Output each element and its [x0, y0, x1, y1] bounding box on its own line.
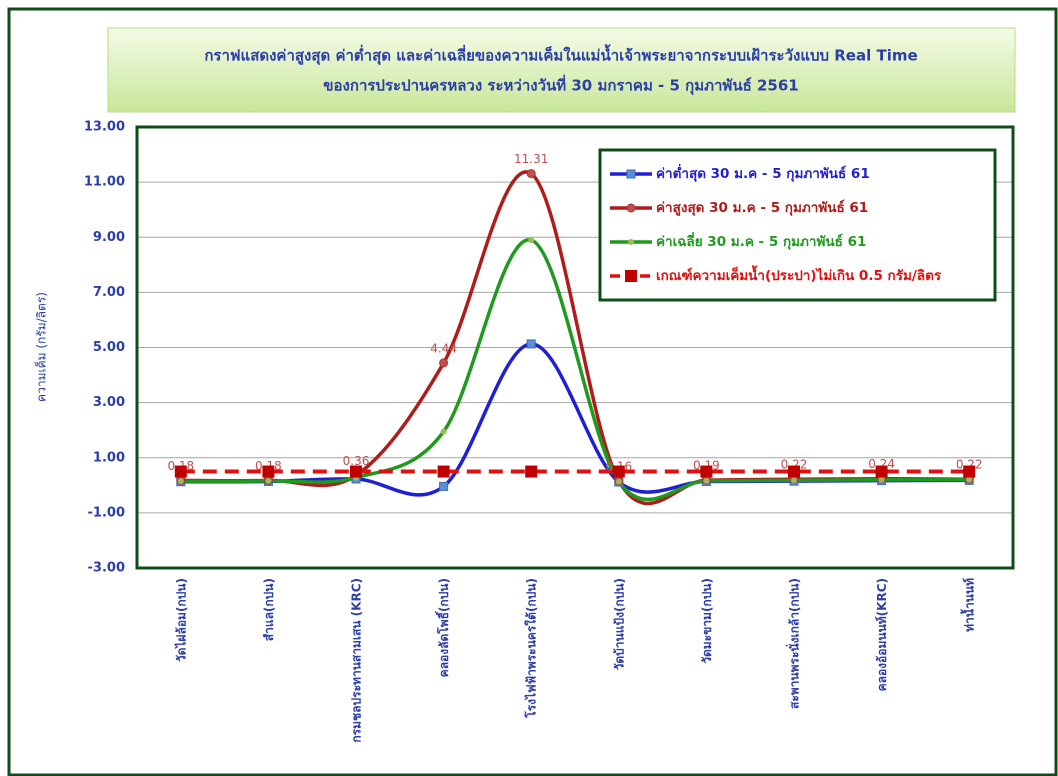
marker [265, 477, 272, 484]
marker [350, 465, 362, 478]
data-label: 11.31 [514, 152, 548, 166]
legend-label: ค่าสูงสุด 30 ม.ค - 5 กุมภาพันธ์ 61 [656, 199, 868, 216]
x-tick-label: สำแล(กปน) [262, 578, 276, 641]
marker [615, 478, 622, 485]
data-label: 0.22 [956, 458, 983, 472]
x-tick-label: สะพานพระนั่งเกล้า(กปน) [786, 578, 802, 709]
x-tick-label: วัดมะขาม(กปน) [700, 578, 714, 664]
y-tick-label: 3.00 [93, 395, 125, 410]
marker [437, 465, 450, 478]
marker [875, 465, 888, 478]
marker [626, 169, 636, 179]
data-label: 0.22 [781, 458, 808, 472]
y-axis-title: ความเค็ม (กรัม/ลิตร) [34, 292, 49, 402]
y-tick-label: 7.00 [93, 285, 125, 300]
marker [966, 476, 973, 483]
x-tick-label: คลองอ้อมนนท์(KRC) [875, 578, 889, 691]
plot-border [135, 125, 1015, 570]
marker [700, 465, 713, 478]
marker [526, 169, 536, 179]
marker [174, 465, 187, 478]
legend-label: ค่าเฉลี่ย 30 ม.ค - 5 กุมภาพันธ์ 61 [656, 231, 866, 250]
marker [791, 477, 797, 484]
marker [177, 478, 184, 485]
marker [626, 203, 636, 213]
legend-box [598, 148, 997, 302]
legend-label: เกณฑ์ความเค็มน้ำ(ประปา)ไม่เกิน 0.5 กรัม/… [656, 265, 942, 284]
marker [963, 465, 976, 478]
x-tick-label: โรงไฟฟ้าพระนครใต้(กปน) [524, 578, 539, 719]
x-tick-label: คลองลัดโพธิ์(กปน) [435, 578, 451, 677]
marker [526, 339, 536, 349]
marker [525, 465, 538, 478]
y-tick-label: 11.00 [84, 175, 125, 190]
x-tick-label: กรมชลประทานสามเสน (KRC) [350, 578, 364, 743]
data-label: 4.44 [430, 341, 457, 355]
y-tick-label: 5.00 [93, 340, 125, 355]
marker [612, 465, 625, 478]
marker [440, 428, 447, 435]
x-tick-label: วัดบ้านแป้ง(กปน) [612, 578, 626, 670]
y-tick-label: -1.00 [88, 505, 125, 520]
data-label: 0.36 [343, 454, 370, 468]
chart-subtitle: ของการประปานครหลวง ระหว่างวันที่ 30 มกรา… [323, 75, 798, 96]
marker [439, 358, 449, 368]
marker [625, 270, 637, 282]
marker [528, 237, 535, 244]
legend-label: ค่าต่ำสุด 30 ม.ค - 5 กุมภาพันธ์ 61 [656, 163, 870, 182]
chart-title: กราฟแสดงค่าสูงสุด ค่าต่ำสุด และค่าเฉลี่ย… [204, 44, 917, 66]
y-tick-label: 1.00 [93, 450, 125, 465]
y-tick-label: 13.00 [84, 120, 125, 135]
marker [703, 477, 710, 484]
frame [7, 7, 1058, 776]
marker [878, 476, 885, 483]
marker [439, 481, 449, 491]
series-line [180, 238, 970, 502]
marker [788, 465, 800, 478]
y-tick-label: 9.00 [93, 230, 125, 245]
marker [262, 465, 275, 478]
x-tick-label: วัดไผ่ล้อม(กปน) [173, 578, 188, 662]
x-tick-label: ท่าน้ำนนท์ [960, 578, 977, 632]
data-label: 0.24 [868, 457, 895, 471]
title-box [107, 27, 1016, 113]
y-tick-label: -3.00 [88, 561, 125, 576]
marker [628, 239, 634, 245]
